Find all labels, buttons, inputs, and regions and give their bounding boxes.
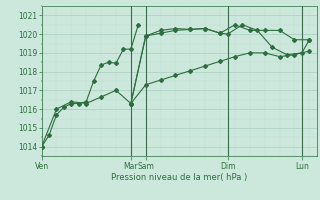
X-axis label: Pression niveau de la mer( hPa ): Pression niveau de la mer( hPa ) (111, 173, 247, 182)
